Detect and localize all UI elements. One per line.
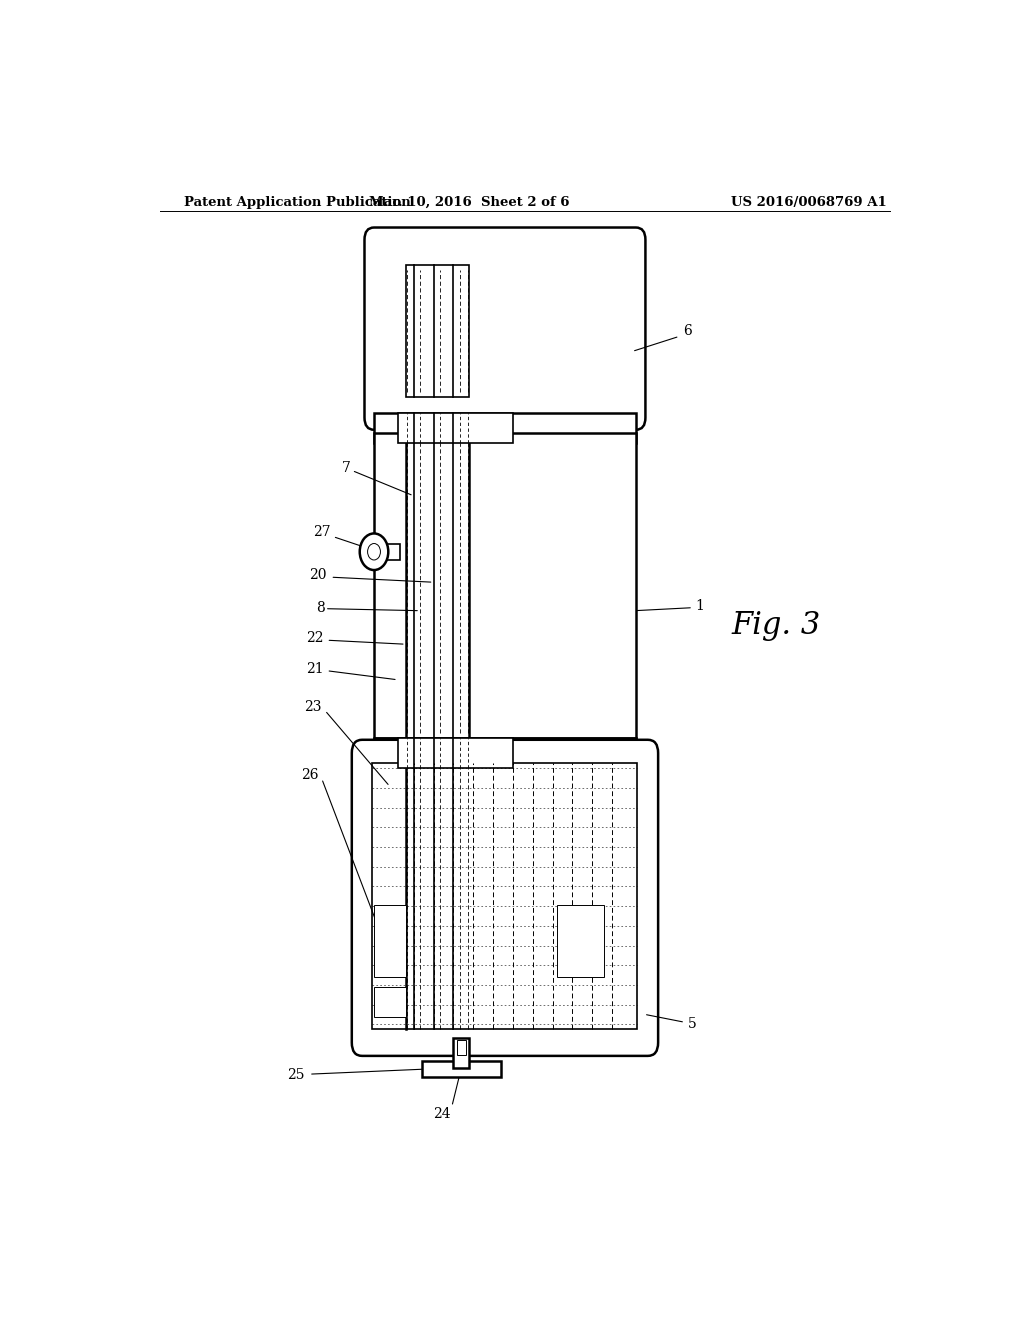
Bar [374, 738, 636, 768]
Text: 26: 26 [301, 768, 318, 783]
Text: 24: 24 [433, 1106, 451, 1121]
Text: 7: 7 [342, 462, 351, 475]
FancyBboxPatch shape [365, 227, 645, 430]
Text: 21: 21 [306, 661, 324, 676]
Circle shape [359, 533, 388, 570]
Bar [454, 1038, 469, 1068]
Text: 20: 20 [309, 568, 327, 582]
Text: 23: 23 [304, 700, 322, 714]
Bar [383, 544, 400, 560]
Text: 27: 27 [313, 525, 331, 540]
Text: 5: 5 [687, 1018, 696, 1031]
Bar [557, 906, 604, 977]
Bar [374, 906, 406, 977]
Bar [374, 987, 406, 1018]
Text: 6: 6 [684, 325, 692, 338]
Bar [457, 1040, 466, 1055]
Bar [372, 763, 638, 1030]
Text: Mar. 10, 2016  Sheet 2 of 6: Mar. 10, 2016 Sheet 2 of 6 [369, 195, 569, 209]
Text: 1: 1 [695, 598, 705, 612]
Bar [397, 738, 513, 768]
Text: Patent Application Publication: Patent Application Publication [183, 195, 411, 209]
Text: 22: 22 [306, 631, 324, 645]
Bar [422, 1061, 501, 1077]
Bar [374, 433, 636, 738]
Text: 8: 8 [316, 601, 325, 615]
Bar [374, 413, 636, 444]
Text: Fig. 3: Fig. 3 [731, 610, 820, 642]
Text: US 2016/0068769 A1: US 2016/0068769 A1 [731, 195, 887, 209]
Bar [397, 413, 513, 444]
Bar [406, 265, 469, 397]
Text: 25: 25 [287, 1068, 304, 1082]
Circle shape [368, 544, 381, 560]
FancyBboxPatch shape [352, 739, 658, 1056]
